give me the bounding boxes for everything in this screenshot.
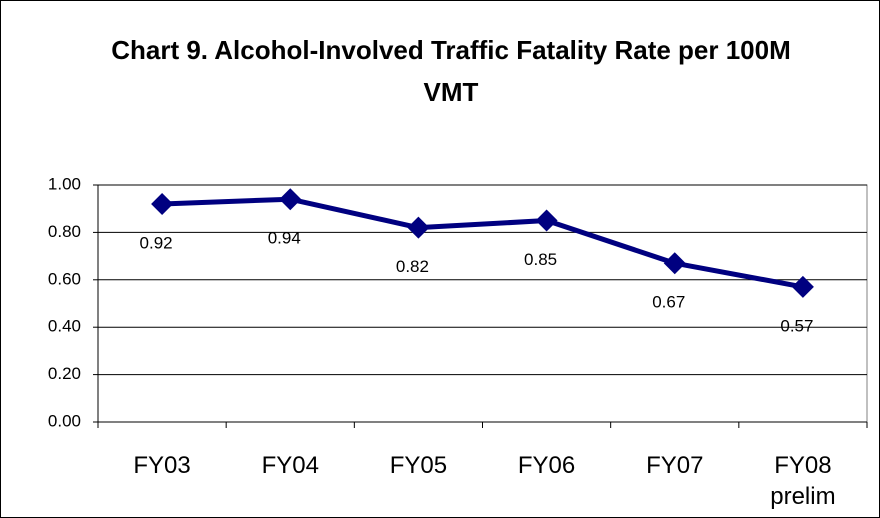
chart-title: Chart 9. Alcohol-Involved Traffic Fatali… (111, 35, 791, 107)
data-label: 0.57 (780, 316, 813, 335)
x-tick-label: FY06 (518, 452, 575, 479)
y-tick-label: 1.00 (48, 174, 81, 193)
y-tick-label: 0.40 (48, 317, 81, 336)
x-tick-label: FY04 (262, 452, 319, 479)
y-tick-label: 0.20 (48, 364, 81, 383)
y-tick-label: 0.00 (48, 411, 81, 430)
x-tick-label: FY05 (390, 452, 447, 479)
y-tick-label: 0.60 (48, 269, 81, 288)
marker (151, 192, 174, 215)
x-tick-label: FY08 prelim (770, 452, 835, 510)
x-tick-label: FY07 (646, 452, 703, 479)
marker (791, 275, 814, 298)
plot-area (97, 184, 868, 423)
data-label: 0.94 (268, 229, 301, 248)
marker (279, 188, 302, 211)
marker (535, 209, 558, 232)
data-label: 0.85 (524, 250, 557, 269)
marker (663, 252, 686, 275)
data-label: 0.82 (396, 257, 429, 276)
x-tick-label: FY03 (133, 452, 190, 479)
data-label: 0.92 (140, 233, 173, 252)
data-label: 0.67 (652, 293, 685, 312)
marker (407, 216, 430, 239)
y-tick-label: 0.80 (48, 222, 81, 241)
line (161, 196, 804, 290)
